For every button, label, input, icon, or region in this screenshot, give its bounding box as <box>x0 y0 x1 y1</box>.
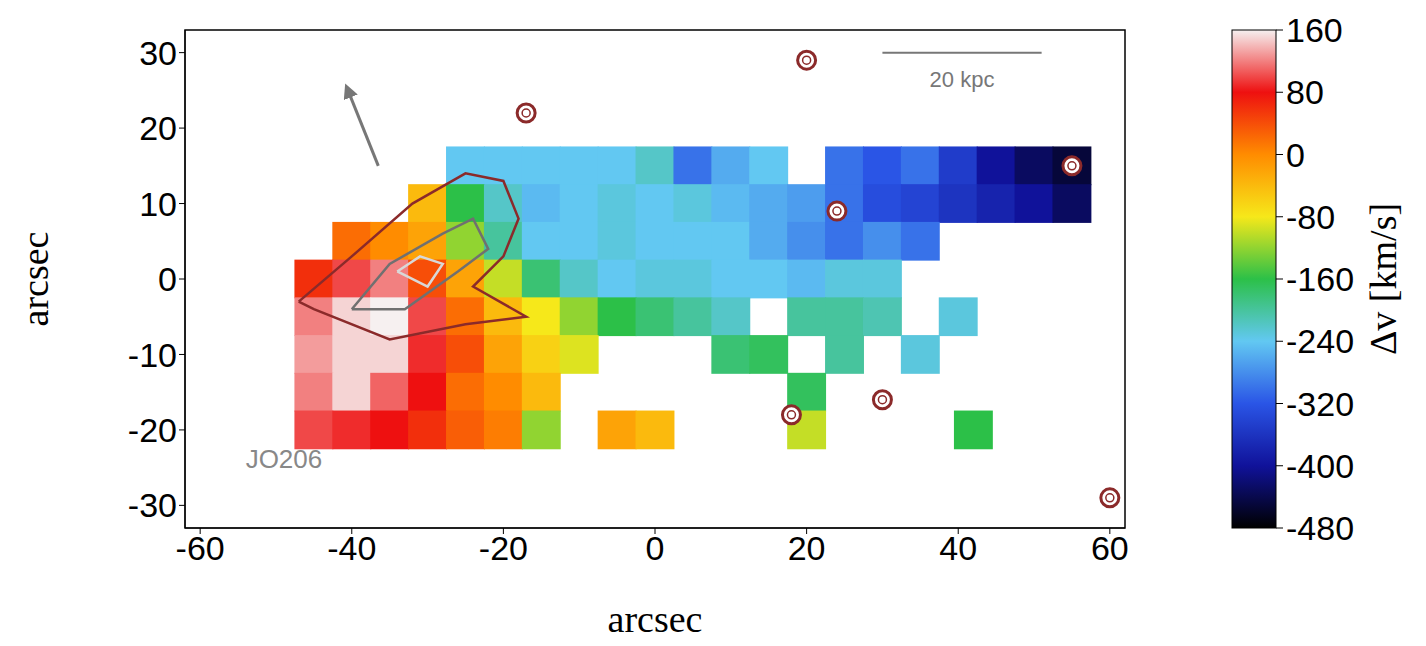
svg-text:20 kpc: 20 kpc <box>930 67 995 92</box>
svg-text:-160: -160 <box>1286 260 1354 298</box>
svg-text:20: 20 <box>788 529 826 567</box>
svg-text:0: 0 <box>1286 136 1305 174</box>
svg-text:arcsec: arcsec <box>14 232 56 327</box>
svg-text:-480: -480 <box>1286 509 1354 547</box>
svg-text:-20: -20 <box>128 411 177 449</box>
svg-text:-20: -20 <box>479 529 528 567</box>
svg-text:80: 80 <box>1286 73 1324 111</box>
svg-text:0: 0 <box>646 529 665 567</box>
svg-text:-80: -80 <box>1286 198 1335 236</box>
svg-text:60: 60 <box>1091 529 1129 567</box>
svg-text:160: 160 <box>1286 11 1343 49</box>
svg-text:30: 30 <box>139 34 177 72</box>
svg-text:-30: -30 <box>128 486 177 524</box>
svg-text:-240: -240 <box>1286 322 1354 360</box>
svg-text:-320: -320 <box>1286 385 1354 423</box>
svg-text:Δv [km/s]: Δv [km/s] <box>1362 203 1404 355</box>
svg-text:-10: -10 <box>128 336 177 374</box>
svg-text:20: 20 <box>139 109 177 147</box>
svg-text:0: 0 <box>158 260 177 298</box>
svg-text:-400: -400 <box>1286 447 1354 485</box>
svg-text:arcsec: arcsec <box>608 598 703 640</box>
svg-text:-60: -60 <box>176 529 225 567</box>
svg-text:JO206: JO206 <box>246 444 323 474</box>
svg-text:10: 10 <box>139 185 177 223</box>
svg-text:-40: -40 <box>327 529 376 567</box>
svg-text:40: 40 <box>939 529 977 567</box>
